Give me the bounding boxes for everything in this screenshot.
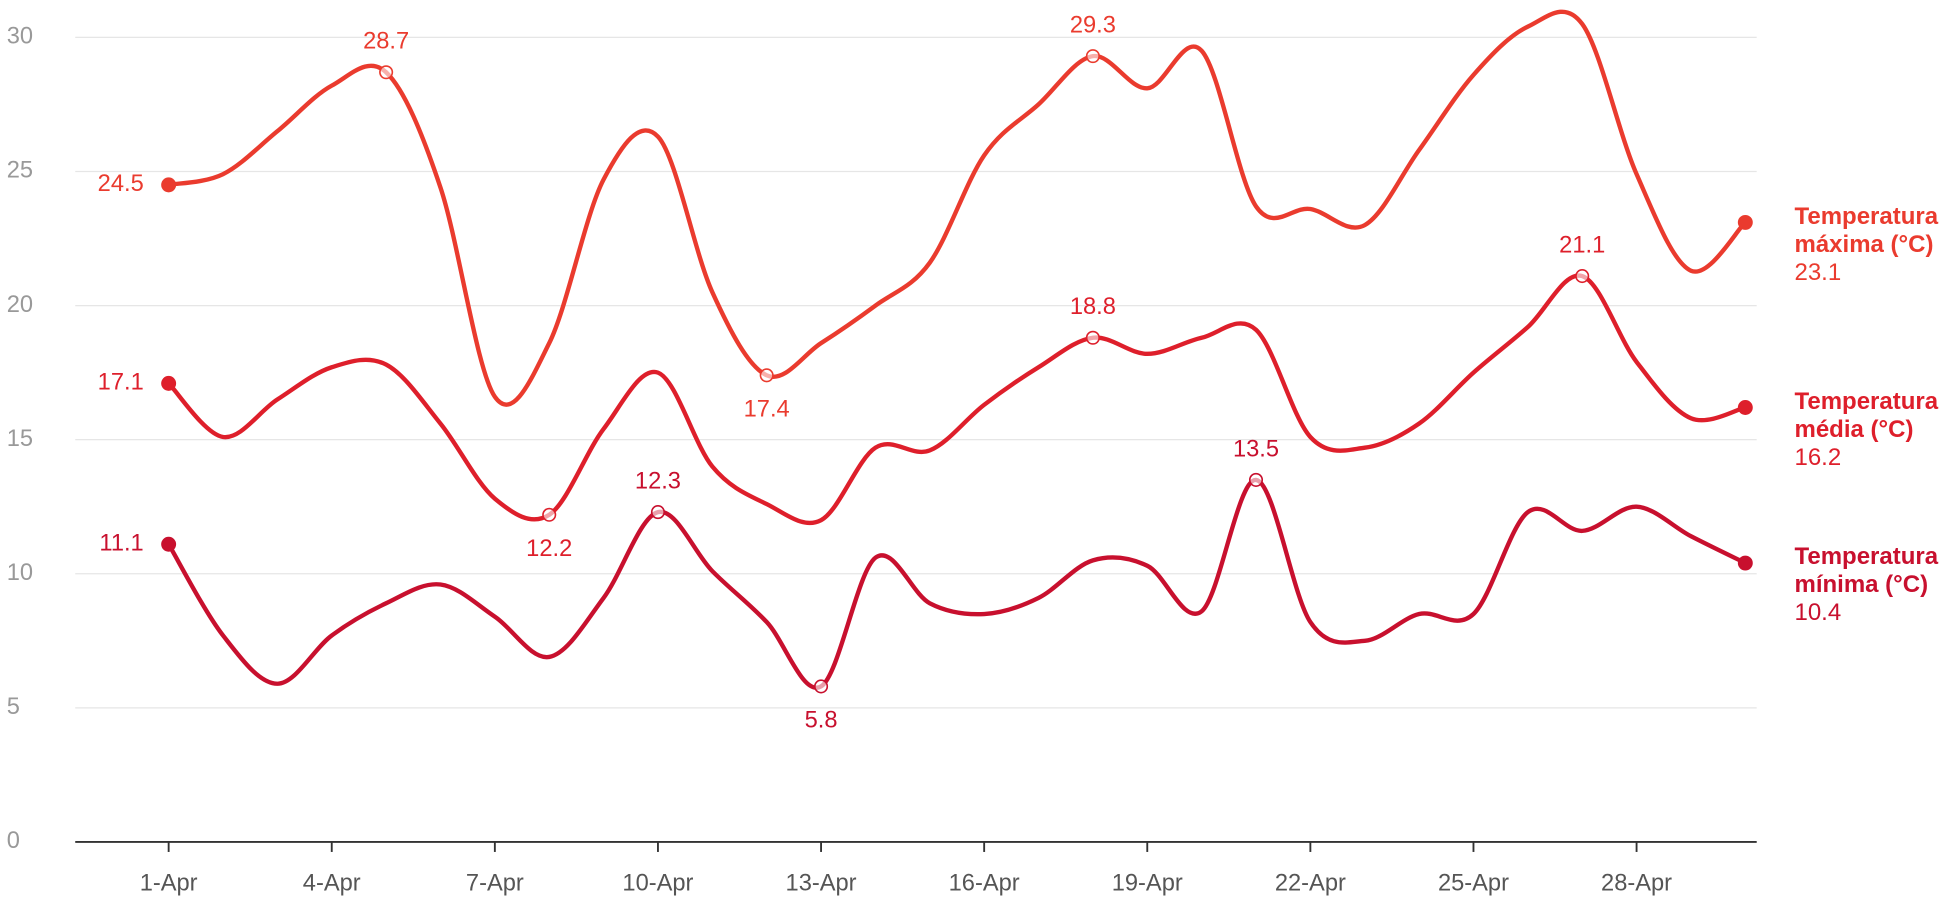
legend-label: Temperatura mínima (°C) xyxy=(1794,543,1939,599)
y-tick-label: 10 xyxy=(7,560,33,586)
point xyxy=(1085,330,1100,345)
x-tick-label: 7-Apr xyxy=(466,871,524,897)
point xyxy=(1737,555,1753,571)
y-tick-label: 25 xyxy=(7,158,33,184)
legend-entry: Temperatura média (°C) 16.2 xyxy=(1794,388,1954,472)
legend-value: 16.2 xyxy=(1794,443,1842,471)
y-tick-label: 15 xyxy=(7,426,33,452)
point xyxy=(1575,269,1590,284)
line xyxy=(167,273,1746,526)
x-tick-label: 22-Apr xyxy=(1275,871,1346,897)
data-label: 12.3 xyxy=(635,468,681,494)
point xyxy=(161,536,177,552)
point xyxy=(650,505,665,520)
point xyxy=(1737,400,1753,415)
y-tick-label: 0 xyxy=(7,828,20,854)
point xyxy=(759,368,774,383)
x-tick-label: 16-Apr xyxy=(949,871,1020,897)
y-tick-label: 30 xyxy=(7,24,33,50)
data-label: 12.2 xyxy=(526,536,572,562)
point xyxy=(161,177,177,193)
x-tick-label: 19-Apr xyxy=(1112,871,1183,897)
data-label: 11.1 xyxy=(99,531,143,557)
point xyxy=(542,507,557,522)
x-tick-label: 28-Apr xyxy=(1601,871,1672,897)
data-label: 17.4 xyxy=(744,396,790,422)
point xyxy=(161,375,177,391)
x-tick-label: 25-Apr xyxy=(1438,871,1509,897)
data-label: 18.8 xyxy=(1070,294,1116,320)
point xyxy=(1737,214,1753,230)
data-label: 24.5 xyxy=(98,171,144,197)
data-label: 13.5 xyxy=(1233,436,1279,462)
line xyxy=(166,477,1747,690)
point xyxy=(1085,49,1100,64)
point xyxy=(379,65,394,80)
x-tick-label: 4-Apr xyxy=(303,871,361,897)
x-tick-label: 10-Apr xyxy=(622,871,693,897)
data-label: 17.1 xyxy=(98,370,144,396)
legend-label: Temperatura média (°C) xyxy=(1794,387,1939,443)
y-tick-label: 20 xyxy=(7,292,33,318)
line xyxy=(168,9,1747,407)
legend-entry: Temperatura máxima (°C) 23.1 xyxy=(1794,203,1954,287)
legend-value: 10.4 xyxy=(1794,599,1842,627)
data-label: 28.7 xyxy=(363,29,409,55)
legend-value: 23.1 xyxy=(1794,258,1842,286)
data-label: 5.8 xyxy=(805,708,838,734)
data-label: 29.3 xyxy=(1070,12,1116,38)
x-tick-label: 13-Apr xyxy=(786,871,857,897)
point xyxy=(814,679,829,694)
legend-entry: Temperatura mínima (°C) 10.4 xyxy=(1794,543,1954,627)
legend-label: Temperatura máxima (°C) xyxy=(1794,202,1939,258)
x-tick-label: 1-Apr xyxy=(140,871,198,897)
y-tick-label: 5 xyxy=(7,694,20,720)
point xyxy=(1248,472,1264,487)
data-label: 21.1 xyxy=(1559,232,1605,258)
